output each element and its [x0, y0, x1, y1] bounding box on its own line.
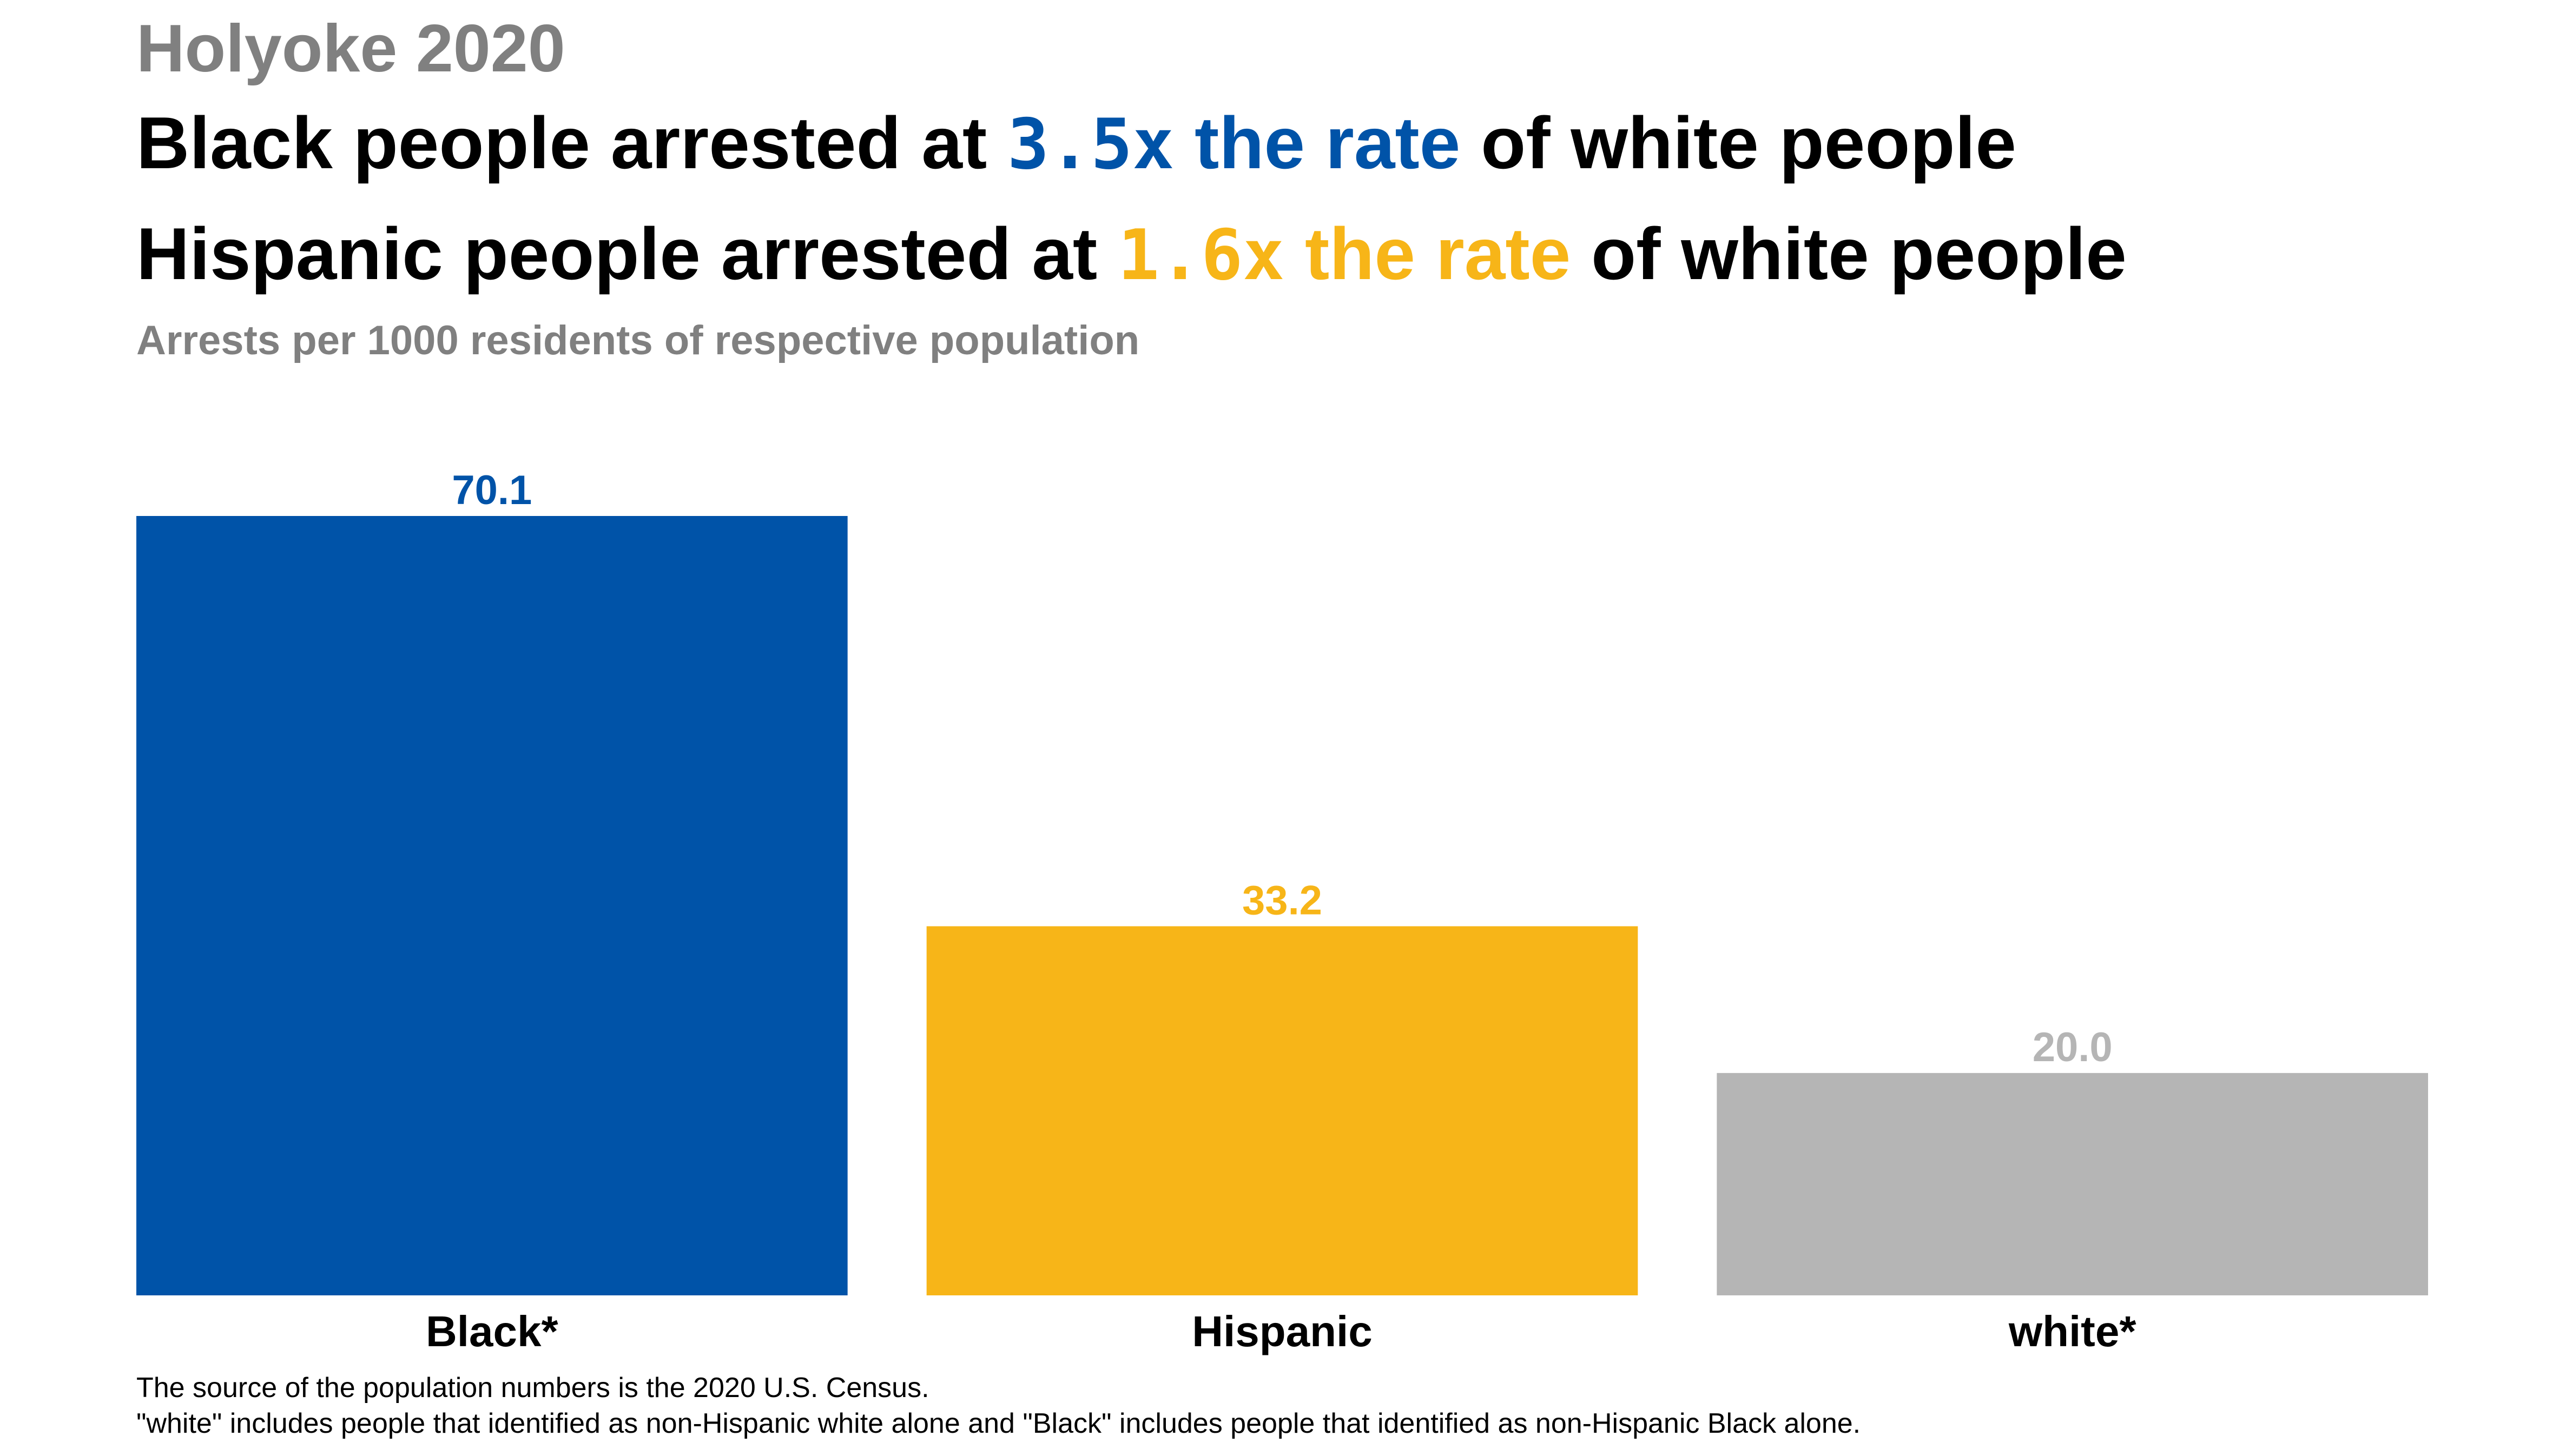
headline-rate-value: 1.6x [1117, 215, 1285, 296]
headline-hispanic-rate: Hispanic people arrested at 1.6x the rat… [136, 213, 2127, 296]
headline-text: of white people [1571, 213, 2127, 295]
chart-kicker: Holyoke 2020 [136, 11, 565, 86]
headline-text: Black people arrested at [136, 102, 1008, 184]
footnote-source: The source of the population numbers is … [136, 1372, 929, 1404]
headline-text: Hispanic people arrested at [136, 213, 1118, 295]
headline-black-rate: Black people arrested at 3.5x the rate o… [136, 102, 2016, 185]
footnote-definition: "white" includes people that identified … [136, 1408, 1861, 1439]
bar-hispanic [926, 926, 1638, 1295]
headline-rate-word: the rate [1174, 102, 1461, 184]
headline-rate-word: the rate [1284, 213, 1571, 295]
bar-black [136, 516, 848, 1295]
value-label-white: 20.0 [2033, 1024, 2113, 1070]
value-label-hispanic: 33.2 [1242, 878, 1322, 924]
bar-white [1717, 1073, 2428, 1295]
chart-subtitle: Arrests per 1000 residents of respective… [136, 317, 1140, 363]
headline-rate-value: 3.5x [1007, 104, 1175, 185]
category-label-hispanic: Hispanic [1192, 1307, 1372, 1355]
category-label-black: Black* [426, 1307, 558, 1355]
value-label-black: 70.1 [452, 467, 532, 513]
headline-text: of white people [1460, 102, 2016, 184]
category-label-white: white* [2008, 1307, 2136, 1355]
